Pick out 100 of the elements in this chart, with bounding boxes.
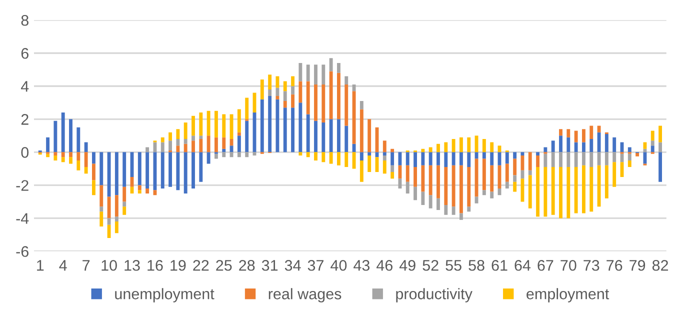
bar	[314, 64, 318, 84]
bar	[214, 154, 218, 159]
bar	[344, 126, 348, 152]
bar	[390, 172, 394, 179]
bar	[414, 167, 417, 187]
bar	[452, 138, 456, 152]
bar	[69, 119, 72, 152]
bar	[260, 80, 264, 100]
bar	[314, 120, 318, 152]
bar	[283, 101, 287, 108]
bar	[452, 165, 456, 207]
bar	[574, 167, 578, 214]
bar	[100, 206, 104, 212]
bar	[482, 158, 486, 190]
bar	[352, 84, 356, 92]
bar	[528, 152, 532, 170]
bar	[406, 182, 410, 194]
bar	[291, 108, 294, 152]
bar	[421, 148, 425, 152]
bar	[444, 205, 448, 215]
bar	[544, 147, 548, 152]
bar	[46, 154, 50, 158]
bar	[428, 165, 432, 196]
bar	[206, 110, 210, 136]
bar	[344, 152, 348, 168]
bar	[114, 222, 118, 234]
bar	[398, 152, 402, 166]
bar	[436, 165, 440, 198]
bar	[544, 154, 548, 168]
bar	[390, 165, 394, 172]
bar	[590, 126, 594, 139]
bar	[298, 102, 302, 152]
x-tick-label: 70	[560, 260, 576, 271]
bar	[245, 120, 249, 152]
bar	[336, 152, 340, 166]
bar	[153, 142, 157, 152]
y-tick-label: 8	[21, 14, 28, 26]
x-tick-label: 76	[606, 260, 622, 271]
bar	[612, 152, 616, 162]
bar	[268, 74, 272, 90]
bar	[536, 167, 540, 217]
bar	[536, 152, 540, 156]
bar	[146, 152, 150, 189]
bar	[107, 152, 111, 197]
x-tick-label: 40	[330, 260, 347, 271]
bar	[604, 165, 608, 198]
bar	[92, 164, 96, 180]
bar	[505, 182, 509, 189]
bar	[237, 136, 241, 152]
bar	[184, 152, 188, 194]
legend-label: productivity	[396, 288, 472, 302]
bar	[566, 167, 570, 218]
legend-label: real wages	[268, 288, 342, 302]
bar	[414, 186, 417, 200]
bar	[582, 129, 586, 142]
y-tick-label: 6	[21, 48, 28, 59]
bar	[650, 146, 654, 152]
bar	[551, 152, 555, 168]
bar	[107, 218, 111, 225]
bar	[268, 96, 272, 152]
bar	[306, 64, 310, 82]
bar	[336, 119, 340, 152]
bar	[260, 99, 264, 152]
legend-label: unemployment	[115, 288, 214, 302]
bar	[291, 86, 294, 94]
bar	[628, 147, 632, 152]
bar	[352, 144, 356, 152]
bar	[612, 137, 616, 152]
x-tick-label: 10	[102, 260, 117, 271]
bar	[505, 152, 509, 164]
bar	[268, 89, 272, 96]
bar	[84, 152, 88, 168]
bar	[436, 198, 440, 210]
x-tick-label: 43	[354, 260, 370, 271]
bar	[490, 165, 494, 192]
bar	[192, 116, 195, 136]
bar	[276, 88, 280, 96]
bar	[406, 165, 410, 182]
bar	[428, 195, 432, 208]
bar	[298, 81, 302, 103]
bar	[206, 136, 210, 152]
bar	[276, 99, 280, 152]
bar	[114, 152, 118, 196]
bar	[222, 148, 226, 152]
bar	[582, 152, 586, 166]
bar	[390, 152, 394, 166]
bar	[643, 142, 647, 149]
bar	[490, 152, 494, 166]
bar	[322, 64, 326, 84]
bar	[482, 138, 486, 152]
bar	[360, 109, 364, 152]
x-tick-label: 16	[148, 260, 163, 271]
bar	[382, 155, 386, 160]
bar	[314, 152, 318, 160]
x-tick-label: 13	[124, 260, 140, 271]
bar	[222, 137, 226, 149]
bar	[490, 192, 494, 198]
bar	[306, 114, 310, 152]
x-tick-label: 25	[216, 260, 232, 271]
bar	[230, 114, 234, 139]
